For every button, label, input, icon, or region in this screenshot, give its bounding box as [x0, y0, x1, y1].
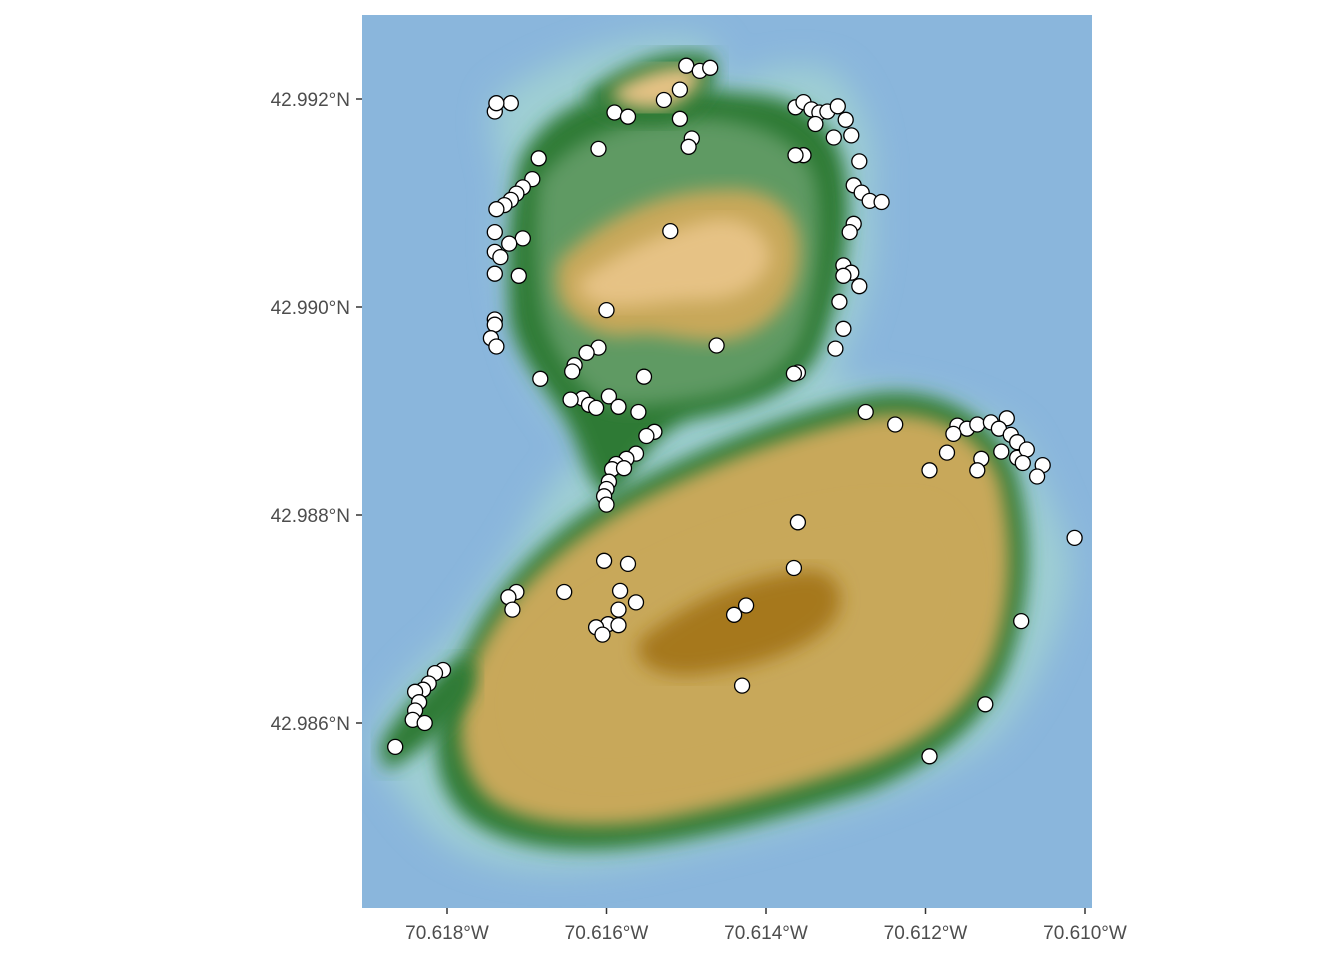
- site-point: [488, 95, 505, 112]
- site-point: [598, 496, 615, 513]
- site-point: [993, 443, 1010, 460]
- site-point: [829, 98, 846, 115]
- site-point: [627, 594, 645, 611]
- site-point: [785, 365, 803, 382]
- site-point: [486, 316, 503, 333]
- site-point: [708, 337, 725, 354]
- x-axis: 70.618°W 70.616°W 70.614°W 70.612°W 70.610°W: [405, 908, 1127, 944]
- site-point: [733, 677, 751, 694]
- site-point: [678, 57, 695, 74]
- site-point: [725, 606, 743, 623]
- y-tick-label: 42.992°N: [271, 90, 350, 111]
- x-tick-label: 70.612°W: [884, 923, 968, 944]
- site-point: [502, 95, 519, 112]
- site-point: [619, 108, 637, 125]
- site-point: [416, 714, 433, 732]
- site-point: [610, 398, 627, 415]
- site-point: [789, 514, 807, 531]
- site-point: [562, 391, 579, 408]
- site-point: [598, 301, 615, 319]
- site-point: [1028, 468, 1046, 485]
- site-point: [841, 223, 858, 241]
- site-point: [945, 425, 962, 443]
- site-point: [635, 368, 653, 385]
- site-point: [807, 115, 824, 133]
- site-point: [851, 278, 868, 295]
- north-island-ridge: [578, 219, 770, 307]
- site-point: [387, 738, 404, 756]
- site-point: [488, 201, 505, 218]
- site-point: [514, 230, 531, 247]
- site-point: [611, 582, 629, 600]
- site-point: [1013, 612, 1030, 630]
- site-point: [501, 235, 518, 252]
- site-point: [785, 559, 803, 577]
- site-point: [921, 462, 938, 479]
- site-point: [827, 340, 844, 357]
- site-point: [921, 748, 938, 765]
- site-point: [655, 91, 673, 109]
- y-tick-label: 42.990°N: [271, 298, 350, 319]
- site-point: [619, 555, 637, 573]
- site-point: [600, 388, 618, 405]
- site-point: [671, 81, 689, 98]
- site-point: [843, 127, 860, 144]
- site-point: [488, 338, 505, 355]
- x-tick-label: 70.614°W: [724, 923, 808, 944]
- x-tick-label: 70.610°W: [1043, 923, 1127, 944]
- site-point: [587, 399, 605, 417]
- site-point: [787, 147, 804, 164]
- site-point: [504, 601, 521, 618]
- north-islet-top: [610, 66, 701, 110]
- site-point: [486, 223, 503, 241]
- site-point: [873, 193, 890, 211]
- site-point: [977, 696, 994, 713]
- site-point: [737, 597, 755, 614]
- site-point: [662, 222, 679, 240]
- site-point: [590, 140, 607, 158]
- site-point: [680, 138, 697, 155]
- site-point: [594, 626, 611, 643]
- y-axis: 42.992°N 42.990°N 42.988°N 42.986°N: [271, 90, 362, 735]
- site-point: [857, 403, 874, 421]
- site-point: [938, 444, 956, 461]
- x-tick-label: 70.616°W: [565, 923, 649, 944]
- site-point: [702, 59, 719, 76]
- site-point: [671, 110, 689, 127]
- site-point: [835, 267, 852, 284]
- site-point: [851, 153, 868, 170]
- site-point: [630, 403, 647, 421]
- site-point: [530, 150, 547, 167]
- site-point: [969, 416, 986, 433]
- site-point: [610, 617, 627, 634]
- site-point: [578, 344, 595, 361]
- site-point: [606, 104, 623, 121]
- x-tick-label: 70.618°W: [405, 923, 489, 944]
- site-point: [486, 265, 503, 282]
- site-point: [595, 552, 613, 569]
- site-point: [638, 427, 655, 445]
- site-point: [969, 462, 986, 479]
- site-point: [532, 370, 549, 387]
- site-point: [510, 267, 527, 284]
- site-point: [1018, 441, 1035, 458]
- site-point: [1014, 454, 1031, 472]
- south-island-summit: [638, 570, 841, 676]
- survey-points: [387, 57, 1083, 765]
- site-point: [825, 129, 842, 146]
- site-point: [564, 363, 581, 380]
- y-tick-label: 42.988°N: [271, 506, 350, 527]
- y-tick-label: 42.986°N: [271, 714, 350, 735]
- site-point: [837, 111, 854, 128]
- site-point: [887, 416, 904, 433]
- site-point: [610, 601, 627, 618]
- site-point: [835, 320, 852, 337]
- site-point: [615, 460, 633, 477]
- site-point: [556, 583, 573, 601]
- southwest-spit: [380, 660, 475, 770]
- site-point: [831, 293, 848, 310]
- site-point: [492, 248, 509, 266]
- site-point: [1066, 529, 1083, 547]
